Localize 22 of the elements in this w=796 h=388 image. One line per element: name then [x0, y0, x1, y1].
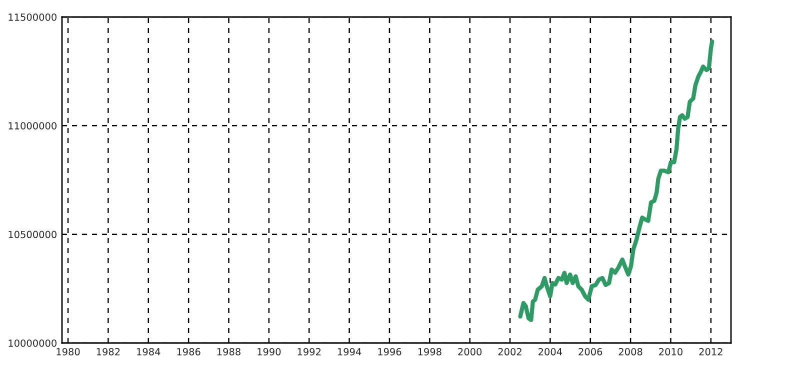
- x-tick-label: 1998: [418, 348, 442, 356]
- x-tick-label: 2010: [659, 348, 682, 356]
- x-tick-label: 1990: [258, 348, 281, 356]
- x-tick-label: 2006: [578, 348, 602, 356]
- y-tick-label: 10500000: [8, 230, 56, 238]
- x-tick-label: 1980: [56, 348, 80, 356]
- x-tick-label: 1982: [96, 348, 120, 356]
- x-tick-label: 2008: [618, 348, 642, 356]
- line-series: [518, 39, 714, 322]
- x-tick-label: 2012: [699, 348, 722, 356]
- x-tick-label: 1984: [137, 348, 160, 356]
- x-tick-label: 1996: [378, 348, 402, 356]
- x-tick-label: 2002: [498, 348, 522, 356]
- y-tick-label: 11000000: [8, 122, 56, 130]
- x-tick-label: 1988: [217, 348, 240, 356]
- y-tick-label: 11500000: [8, 13, 56, 21]
- x-tick-label: 1992: [298, 348, 321, 356]
- y-tick-label: 10000000: [8, 339, 56, 347]
- x-tick-label: 2000: [458, 348, 482, 356]
- x-tick-label: 1994: [338, 348, 362, 356]
- x-tick-label: 2004: [538, 348, 562, 356]
- x-tick-label: 1986: [177, 348, 200, 356]
